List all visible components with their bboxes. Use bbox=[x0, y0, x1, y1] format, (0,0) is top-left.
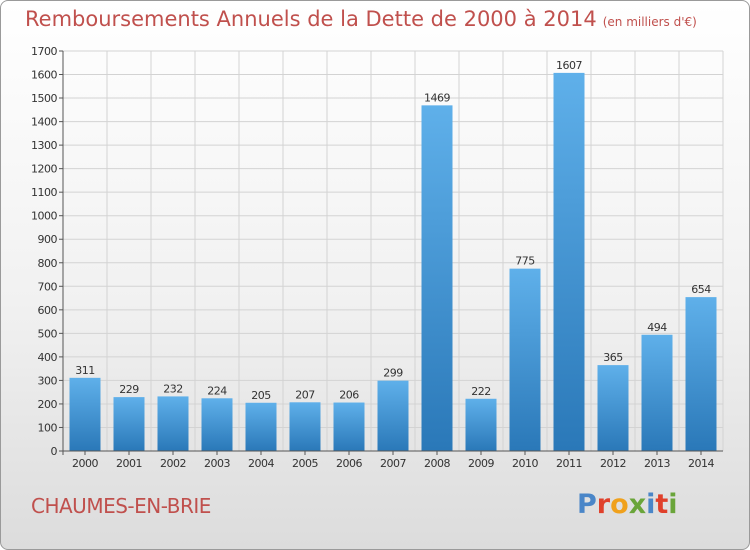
x-tick-label: 2000 bbox=[72, 457, 98, 470]
y-tick-label: 1500 bbox=[31, 92, 57, 105]
y-tick-label: 1300 bbox=[31, 139, 57, 152]
place-name: CHAUMES-EN-BRIE bbox=[31, 494, 211, 518]
data-label: 1607 bbox=[556, 59, 582, 72]
bar-2003 bbox=[201, 398, 233, 451]
logo-letter: r bbox=[596, 489, 611, 520]
axes: 0 100 200 300 400 500 600 700 800 900 1000 1100 1200… bbox=[31, 45, 723, 470]
logo-letter: i bbox=[646, 489, 656, 520]
chart-unit: (en milliers d'€) bbox=[602, 15, 697, 29]
x-tick-label: 2013 bbox=[644, 457, 670, 470]
bar-2006 bbox=[333, 402, 365, 451]
bar-2010 bbox=[509, 268, 541, 451]
x-tick-label: 2009 bbox=[468, 457, 494, 470]
bar-2013 bbox=[641, 334, 673, 451]
data-label: 299 bbox=[383, 367, 403, 380]
data-label: 232 bbox=[163, 382, 183, 395]
y-tick-label: 700 bbox=[38, 280, 58, 293]
data-label: 205 bbox=[251, 389, 271, 402]
y-tick-label: 1000 bbox=[31, 210, 57, 223]
y-tick-label: 500 bbox=[38, 327, 58, 340]
bar-2014 bbox=[685, 297, 717, 451]
chart-title: Remboursements Annuels de la Dette de 20… bbox=[25, 7, 697, 31]
y-tick-label: 200 bbox=[38, 398, 58, 411]
y-tick-label: 1600 bbox=[31, 69, 57, 82]
logo-letter: P bbox=[577, 489, 597, 520]
x-tick-label: 2014 bbox=[688, 457, 714, 470]
x-tick-label: 2012 bbox=[600, 457, 626, 470]
data-label: 654 bbox=[691, 283, 711, 296]
data-label: 207 bbox=[295, 388, 315, 401]
data-label: 222 bbox=[471, 385, 491, 398]
y-tick-label: 1700 bbox=[31, 45, 57, 58]
proxiti-logo[interactable]: Proxiti bbox=[577, 489, 678, 520]
logo-letter: o bbox=[610, 489, 629, 520]
y-tick-label: 600 bbox=[38, 304, 58, 317]
bar-2000 bbox=[69, 377, 101, 451]
bar-2008 bbox=[421, 105, 453, 452]
y-tick-label: 100 bbox=[38, 421, 58, 434]
x-tick-label: 2006 bbox=[336, 457, 362, 470]
data-label: 311 bbox=[75, 364, 95, 377]
y-tick-label: 0 bbox=[51, 445, 58, 458]
x-tick-label: 2001 bbox=[116, 457, 142, 470]
bar-2012 bbox=[597, 365, 629, 451]
x-tick-label: 2008 bbox=[424, 457, 450, 470]
logo-letter: t bbox=[655, 489, 669, 520]
data-label: 206 bbox=[339, 389, 359, 402]
data-label: 229 bbox=[119, 383, 139, 396]
logo-letter: x bbox=[628, 489, 647, 520]
x-tick-label: 2002 bbox=[160, 457, 186, 470]
chart-title-text: Remboursements Annuels de la Dette de 20… bbox=[25, 7, 597, 31]
y-tick-label: 1200 bbox=[31, 163, 57, 176]
y-tick-label: 1100 bbox=[31, 186, 57, 199]
data-label: 1469 bbox=[424, 91, 450, 104]
y-tick-label: 1400 bbox=[31, 116, 57, 129]
x-tick-label: 2005 bbox=[292, 457, 318, 470]
bar-2005 bbox=[289, 402, 321, 451]
x-tick-label: 2011 bbox=[556, 457, 582, 470]
bars: 311 229 232 224 205 207 206 299 1469 222 775 1607 36… bbox=[69, 59, 717, 452]
x-tick-label: 2007 bbox=[380, 457, 406, 470]
y-tick-label: 800 bbox=[38, 257, 58, 270]
bar-2007 bbox=[377, 380, 409, 451]
bar-2009 bbox=[465, 398, 497, 451]
x-tick-label: 2010 bbox=[512, 457, 538, 470]
y-tick-label: 900 bbox=[38, 233, 58, 246]
data-label: 494 bbox=[647, 321, 667, 334]
bar-2002 bbox=[157, 396, 189, 451]
data-label: 365 bbox=[603, 351, 623, 364]
logo-letter: i bbox=[668, 489, 678, 520]
bar-2004 bbox=[245, 402, 277, 451]
bar-2011 bbox=[553, 72, 585, 451]
x-tick-label: 2004 bbox=[248, 457, 274, 470]
y-tick-label: 400 bbox=[38, 351, 58, 364]
bar-2001 bbox=[113, 397, 145, 451]
data-label: 224 bbox=[207, 384, 227, 397]
y-tick-label: 300 bbox=[38, 374, 58, 387]
data-label: 775 bbox=[515, 255, 535, 268]
x-tick-label: 2003 bbox=[204, 457, 230, 470]
